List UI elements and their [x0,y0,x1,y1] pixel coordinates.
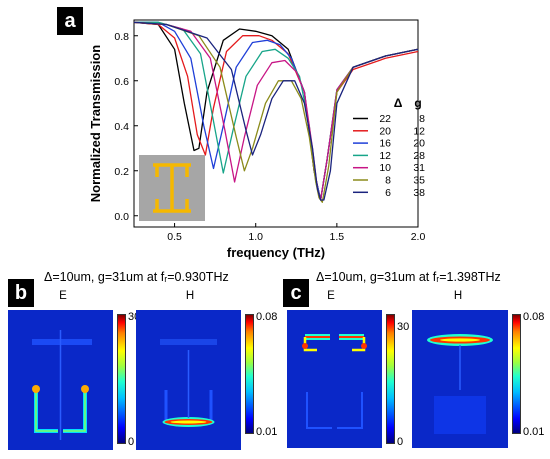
panel-c-label: c [283,279,309,307]
plot-frame [133,19,419,228]
x-tick-label-1: 1.0 [248,231,263,243]
panel-b-caption: Δ=10um, g=31um at fᵣ=0.930THz [44,270,229,284]
y-tick-label-0: 0.0 [114,211,129,223]
legend-delta-5: 8 [385,175,391,187]
legend-g-1: 12 [413,125,425,137]
panel-b-label: b [8,279,34,307]
panel-c-e-min: 0 [397,436,404,448]
y-tick-label-3: 0.6 [114,76,129,88]
panel-b-e-min: 0 [128,436,135,448]
panel-a-label: a [57,7,83,35]
legend-delta-0: 22 [379,113,391,125]
legend-delta-1: 20 [379,125,391,137]
legend-g-2: 20 [413,138,425,150]
legend-delta-4: 10 [379,162,391,174]
x-tick-label-3: 2.0 [411,231,426,243]
panel-b-h-min: 0.01 [256,426,278,438]
panel-b-h-title: H [185,290,195,302]
legend-header-g: g [414,96,421,110]
panel-c-h-max: 0.08 [523,311,545,323]
series-line-6 [133,21,419,201]
panel-b-h-max: 0.08 [256,311,278,323]
panel-b-e-colorbar [117,314,126,444]
legend-g-4: 31 [413,162,425,174]
y-axis-label: Normalized Transmission [88,45,103,203]
panel-c-h-field-map [412,310,508,448]
legend-delta-3: 12 [379,150,391,162]
panel-c-h-min: 0.01 [523,426,545,438]
panel-b-e-title: E [59,290,67,302]
x-axis-label: frequency (THz) [227,245,325,260]
panel-b-h-colorbar [245,314,254,434]
resonator-inset-icon [139,155,205,221]
panel-b-h-field-map [136,310,241,450]
legend-header-delta: Δ [394,96,403,110]
panel-c-h-colorbar [512,314,521,434]
series-line-5 [133,21,419,203]
legend-g-5: 35 [413,175,425,187]
transmission-chart: 0.5 1.0 1.5 2.0 0.0 0.2 0.4 0.6 0.8 frequency (TH… [88,19,426,260]
panel-c-h-title: H [453,290,463,302]
y-tick-label-1: 0.2 [114,166,129,178]
x-tick-label-0: 0.5 [167,231,182,243]
legend-g-0: 8 [419,113,425,125]
panel-c-e-max: 30 [397,321,410,333]
panel-c-e-colorbar [386,314,395,444]
legend-delta-6: 6 [385,187,391,199]
y-tick-label-4: 0.8 [114,31,129,43]
legend-delta-2: 16 [379,138,391,150]
panel-c-e-title: E [327,290,335,302]
panel-c-e-field-map [287,310,382,448]
y-tick-label-2: 0.4 [114,121,129,133]
x-tick-label-2: 1.5 [330,231,345,243]
legend-g-3: 28 [413,150,425,162]
panel-b-e-field-map [8,310,113,450]
legend-g-6: 38 [413,187,425,199]
panel-c-caption: Δ=10um, g=31um at fᵣ=1.398THz [316,270,501,284]
